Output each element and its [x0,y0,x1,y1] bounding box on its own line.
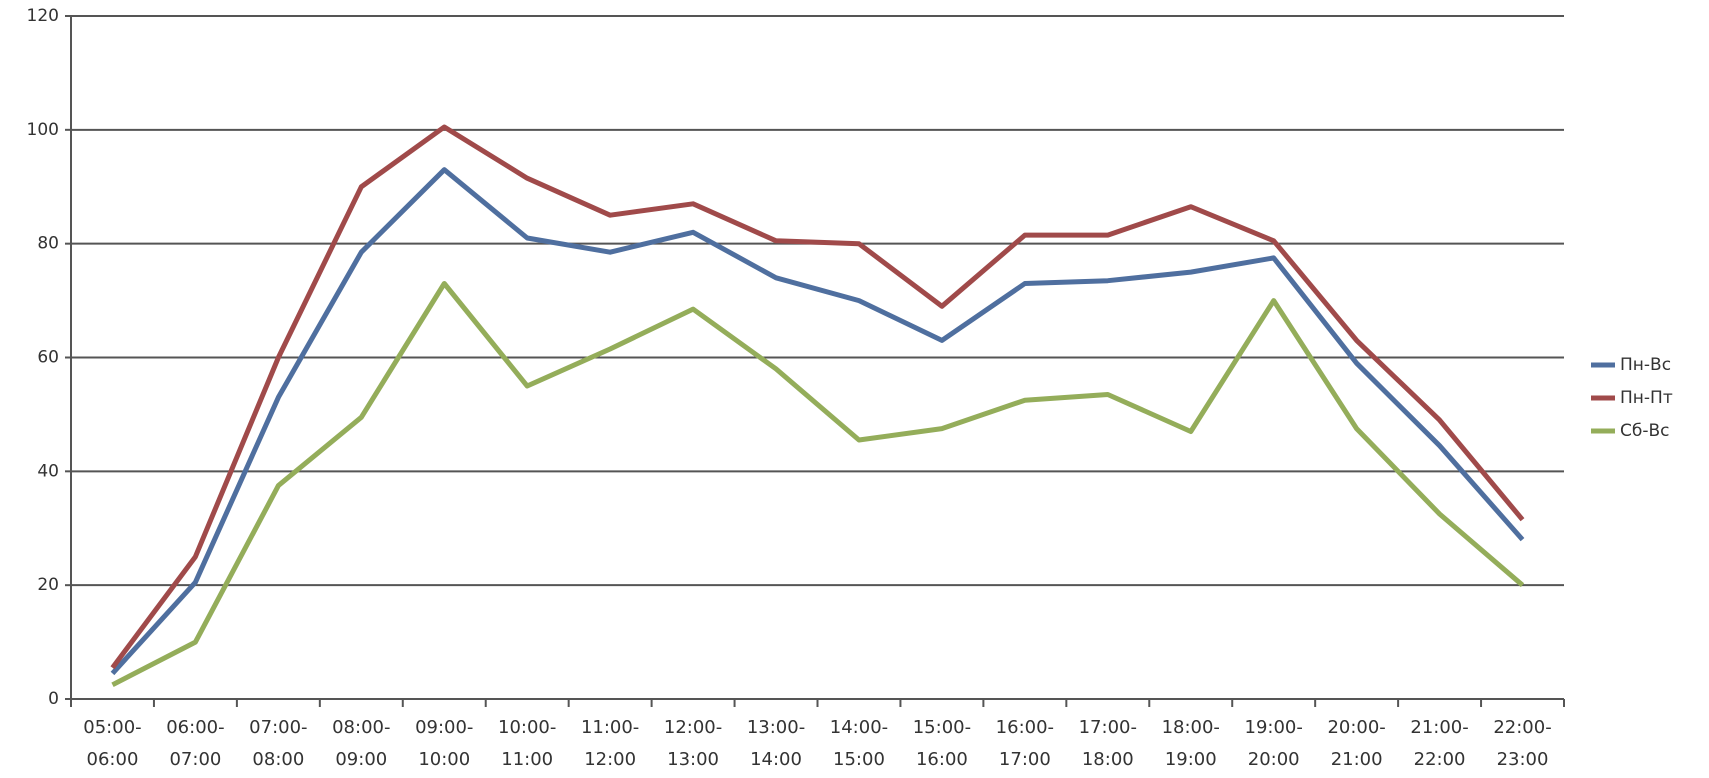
y-tick-label: 100 [27,120,59,140]
x-tick-label: 12:00- 13:00 [663,717,723,770]
x-tick-label: 21:00- 22:00 [1410,717,1469,770]
series-line [111,281,1525,688]
y-tick-label: 20 [37,575,59,595]
x-tick-label: 19:00- 20:00 [1244,717,1303,770]
legend-label: Пн-Вс [1620,355,1671,375]
y-tick-label: 40 [37,461,59,481]
y-tick-label: 120 [27,6,59,26]
x-tick-label: 13:00- 14:00 [746,717,806,770]
series-line [110,167,1525,676]
x-tick-label: 18:00- 19:00 [1161,717,1220,770]
series-line [110,124,1525,670]
x-tick-label: 07:00- 08:00 [249,717,308,770]
x-tick-label: 17:00- 18:00 [1078,717,1137,770]
x-tick-label: 06:00- 07:00 [166,717,225,770]
x-tick-label: 10:00- 11:00 [498,717,557,770]
x-tick-label: 09:00- 10:00 [415,717,474,770]
x-tick-label: 11:00- 12:00 [580,717,640,770]
x-tick-label: 15:00- 16:00 [912,717,972,770]
x-tick-label: 20:00- 21:00 [1327,717,1386,770]
legend-label: Пн-Пт [1620,388,1673,408]
y-tick-label: 80 [37,234,59,254]
y-tick-label: 60 [37,348,59,368]
legend-label: Сб-Вс [1620,421,1670,441]
x-tick-label: 08:00- 09:00 [332,717,391,770]
y-tick-label: 0 [48,689,59,709]
x-tick-label: 16:00- 17:00 [995,717,1055,770]
x-tick-label: 14:00- 15:00 [829,717,889,770]
x-tick-label: 22:00- 23:00 [1493,717,1552,770]
x-tick-label: 05:00- 06:00 [83,717,142,770]
